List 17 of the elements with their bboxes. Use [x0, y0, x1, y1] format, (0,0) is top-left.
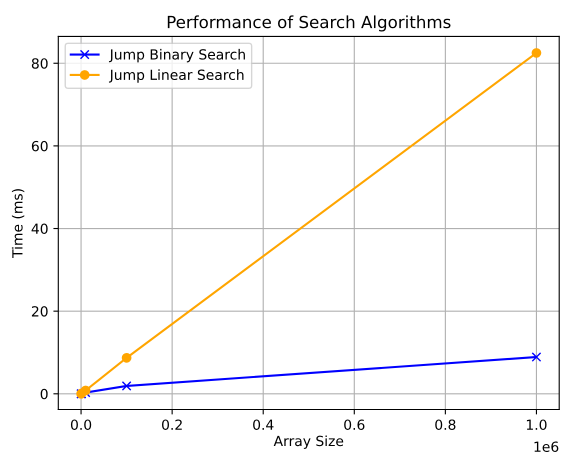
- y-tick-label: 0: [40, 388, 48, 400]
- legend-label: Jump Linear Search: [108, 69, 244, 83]
- x-axis-title: Array Size: [274, 435, 344, 449]
- y-tick-label: 20: [32, 306, 48, 317]
- y-tick-label: 40: [32, 223, 48, 234]
- text: 1e6: [534, 441, 558, 452]
- x-tick-label: 0.6: [344, 419, 364, 430]
- y-tick-label: 60: [32, 140, 48, 152]
- x-tick-label: 0.2: [162, 419, 182, 430]
- x-tick-label: 0.4: [253, 419, 274, 430]
- y-tick-label: 80: [32, 58, 48, 69]
- y-axis-title: Time (ms): [12, 189, 24, 258]
- chart-title: Performance of Search Algorithms: [168, 15, 450, 32]
- x-tick-label: 0.0: [70, 419, 92, 430]
- x-tick-label: 1.0: [526, 419, 547, 430]
- legend-label: Jump Binary Search: [108, 48, 245, 62]
- x-tick-label: 0.8: [435, 419, 456, 430]
